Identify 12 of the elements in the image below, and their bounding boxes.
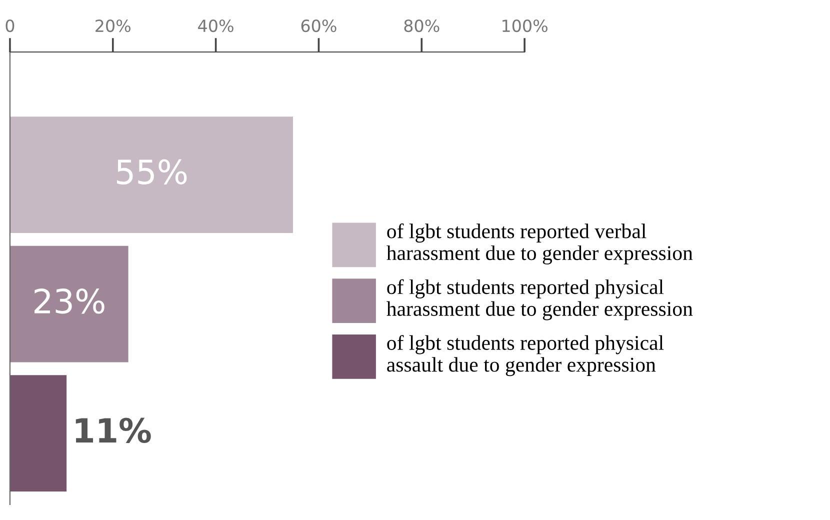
x-tick-label: 20% (96, 19, 130, 32)
x-tick-label: 40% (198, 19, 234, 32)
x-tick-label: 80% (404, 19, 440, 32)
x-tick-label: 100% (502, 19, 548, 32)
x-tick-label: 60% (301, 19, 336, 32)
x-tick-label: 0 (6, 19, 14, 32)
legend-label: of lgbt students reported verbal harassment due to gender expression (386, 223, 693, 264)
legend-label: of lgbt students reported physical harassment due to gender expression (386, 279, 693, 320)
data-label: 11% (76, 418, 151, 443)
data-label: 23% (34, 288, 104, 314)
data-label: 55% (117, 159, 187, 184)
legend-label: of lgbt students reported physical assault due to gender expression (387, 335, 664, 376)
